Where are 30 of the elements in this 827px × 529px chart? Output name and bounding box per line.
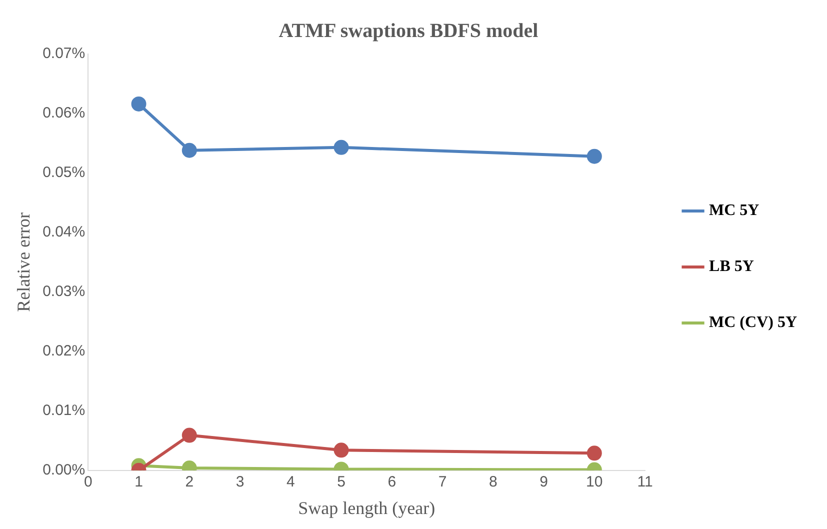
x-tick-label: 5	[337, 474, 346, 491]
y-tick-label: 0.02%	[42, 342, 86, 360]
y-tick-label: 0.06%	[42, 104, 86, 122]
chart-title: ATMF swaptions BDFS model	[278, 20, 539, 42]
legend-label: MC 5Y	[709, 202, 760, 220]
point	[586, 148, 602, 164]
y-tick-label: 0.01%	[42, 402, 86, 420]
y-tick-label: 0.05%	[42, 164, 86, 182]
point	[334, 140, 349, 155]
y-tick-label: 0.03%	[42, 283, 86, 300]
y-tick-label: 0.07%	[42, 45, 86, 62]
y-tick-label: 0.04%	[42, 224, 86, 241]
x-axis-title: Swap length (year)	[298, 498, 436, 518]
x-tick-label: 9	[540, 474, 548, 491]
x-tick-label: 11	[637, 474, 653, 491]
y-tick-label: 0.00%	[42, 462, 86, 479]
legend-label: LB 5Y	[709, 258, 754, 276]
x-tick-label: 1	[134, 474, 143, 491]
point	[182, 142, 197, 158]
x-tick-label: 6	[388, 474, 396, 491]
legend-label: MC (CV) 5Y	[709, 314, 798, 332]
x-tick-label: 2	[185, 474, 194, 491]
x-tick-label: 7	[438, 474, 447, 491]
x-tick-label: 4	[286, 474, 295, 491]
x-tick-label: 8	[488, 474, 498, 491]
x-tick-label: 0	[84, 474, 92, 491]
y-axis-title: Relative error	[14, 212, 34, 312]
point	[131, 96, 146, 112]
x-tick-label: 3	[236, 474, 244, 491]
x-tick-label: 10	[586, 474, 603, 491]
